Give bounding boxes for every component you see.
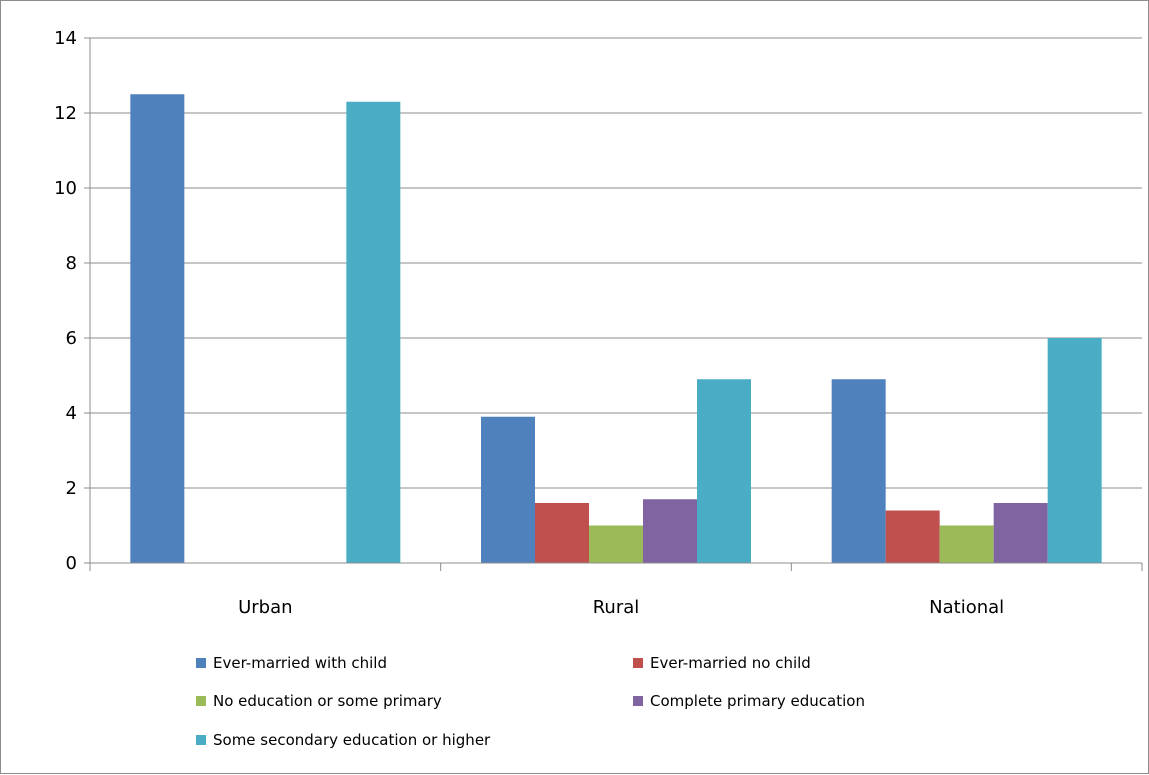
bar [130,94,185,563]
legend-swatch [633,696,643,706]
x-category-label: National [929,597,1004,618]
bar [1047,338,1102,563]
y-tick-label: 12 [54,103,77,124]
bar [831,379,886,563]
x-category-label: Rural [593,597,640,618]
bar [481,416,535,563]
x-category-labels: Urban Rural National [238,597,1004,618]
y-tick-label: 8 [66,253,77,274]
axes [84,37,1143,571]
bar [885,510,940,563]
legend-label: Ever-married with child [213,654,387,672]
y-tick-label: 14 [54,28,77,49]
y-tick-label: 0 [66,553,77,574]
bar [993,503,1048,563]
y-tick-label: 2 [66,478,77,499]
y-tick-label: 10 [54,178,77,199]
y-tick-label: 6 [66,328,77,349]
legend-label: Some secondary education or higher [213,731,491,749]
legend-label: Complete primary education [650,692,865,710]
bar [697,379,751,563]
x-category-label: Urban [238,597,292,618]
bar [643,499,697,563]
bar [535,503,589,563]
legend-swatch [196,658,206,668]
legend-label: Ever-married no child [650,654,811,672]
gridlines [90,37,1142,489]
y-tick-label: 4 [66,403,77,424]
legend-swatch [196,696,206,706]
legend-swatch [196,735,206,745]
bar [346,101,401,563]
legend: Ever-married with child Ever-married no c… [196,654,865,749]
y-tick-labels: 0 2 4 6 8 10 12 14 [54,28,77,574]
bar [589,525,643,563]
legend-label: No education or some primary [213,692,442,710]
bar [939,525,994,563]
legend-swatch [633,658,643,668]
bars [130,94,1102,563]
